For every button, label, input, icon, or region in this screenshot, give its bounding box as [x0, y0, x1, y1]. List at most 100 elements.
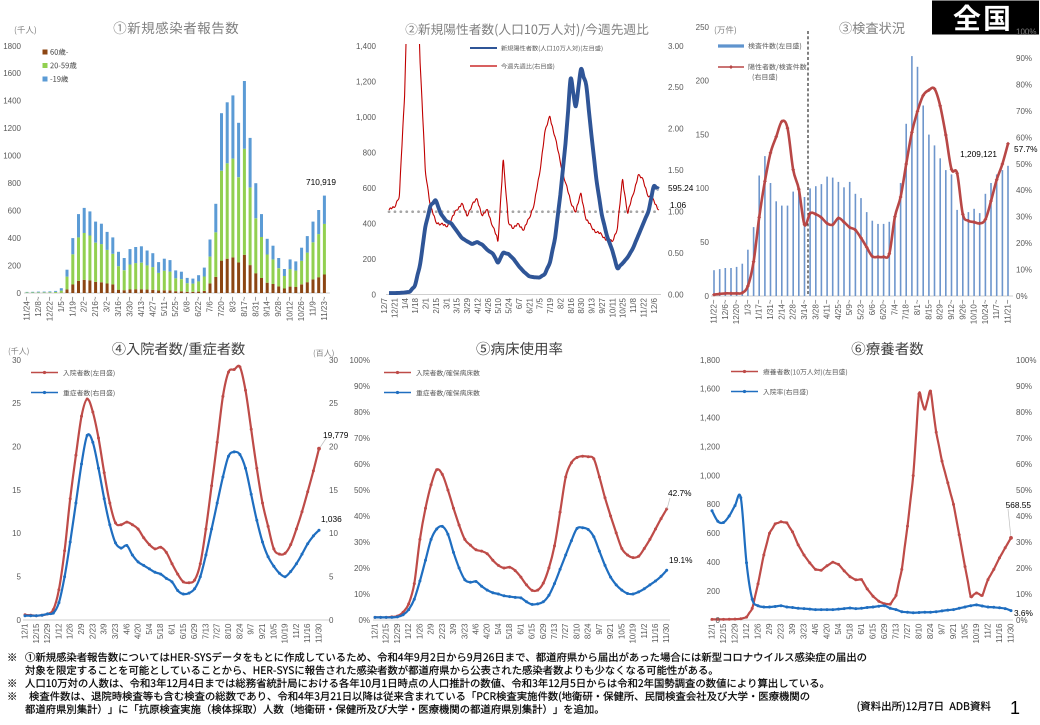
svg-text:7/13: 7/13: [550, 623, 559, 639]
svg-text:3/23: 3/23: [460, 623, 469, 639]
svg-text:100%: 100%: [1016, 28, 1036, 37]
svg-text:11/2: 11/2: [640, 623, 649, 639]
svg-text:600: 600: [8, 207, 22, 216]
svg-text:1/5~: 1/5~: [57, 296, 66, 312]
svg-text:6/15: 6/15: [179, 623, 188, 639]
svg-text:1/18: 1/18: [411, 297, 420, 313]
svg-text:1.06: 1.06: [670, 200, 687, 210]
svg-text:12/7: 12/7: [380, 297, 389, 313]
svg-text:800: 800: [707, 500, 721, 509]
svg-text:12/8~: 12/8~: [34, 296, 43, 317]
svg-text:30%: 30%: [354, 538, 370, 547]
svg-text:50%: 50%: [1016, 486, 1032, 495]
svg-text:11/30: 11/30: [662, 623, 671, 643]
svg-text:7/19: 7/19: [546, 297, 555, 313]
svg-text:5/4: 5/4: [145, 623, 154, 635]
svg-text:0%: 0%: [358, 616, 370, 625]
svg-text:10/25: 10/25: [619, 297, 628, 318]
svg-text:5/23~: 5/23~: [857, 299, 866, 320]
svg-text:10%: 10%: [354, 590, 370, 599]
svg-text:3/15: 3/15: [453, 297, 462, 313]
svg-text:0: 0: [372, 290, 377, 299]
svg-text:1,200: 1,200: [356, 77, 377, 86]
svg-text:12/15: 12/15: [382, 623, 391, 644]
svg-text:3/2~: 3/2~: [103, 296, 112, 312]
svg-text:6/1: 6/1: [516, 623, 525, 635]
svg-text:40%: 40%: [1016, 186, 1032, 195]
svg-text:90%: 90%: [354, 382, 370, 391]
svg-text:30: 30: [329, 356, 338, 365]
svg-text:9/7: 9/7: [247, 623, 256, 635]
svg-text:5/9~: 5/9~: [845, 299, 854, 315]
svg-text:11/22~: 11/22~: [710, 299, 719, 323]
svg-text:0: 0: [17, 289, 22, 298]
svg-text:10/11: 10/11: [608, 297, 617, 317]
svg-text:8/15~: 8/15~: [924, 299, 933, 320]
svg-text:4/13~: 4/13~: [137, 296, 146, 317]
svg-text:1,800: 1,800: [700, 356, 721, 365]
svg-text:5/4: 5/4: [834, 623, 843, 635]
svg-text:10: 10: [329, 529, 338, 538]
svg-text:10%: 10%: [1016, 265, 1032, 274]
svg-text:7/13: 7/13: [201, 623, 210, 639]
svg-text:80%: 80%: [354, 408, 370, 417]
svg-text:2.00: 2.00: [668, 125, 684, 134]
svg-text:3/9: 3/9: [788, 623, 797, 635]
svg-text:11/16: 11/16: [995, 623, 1004, 643]
svg-text:3/16~: 3/16~: [114, 296, 123, 317]
svg-text:1600: 1600: [3, 69, 21, 78]
svg-text:80%: 80%: [1016, 81, 1032, 90]
svg-text:600: 600: [363, 184, 377, 193]
svg-text:11/24~: 11/24~: [23, 296, 32, 320]
svg-text:7/6~: 7/6~: [206, 296, 215, 312]
svg-text:30%: 30%: [1016, 213, 1032, 222]
svg-text:2/23: 2/23: [438, 623, 447, 639]
svg-text:8/17~: 8/17~: [240, 296, 249, 317]
svg-text:10/5: 10/5: [617, 623, 626, 639]
svg-text:12/20~: 12/20~: [732, 299, 741, 324]
svg-text:90%: 90%: [1016, 54, 1032, 63]
svg-text:12/1: 12/1: [21, 623, 30, 639]
svg-text:12/1: 12/1: [708, 623, 717, 639]
svg-text:2/1: 2/1: [422, 297, 431, 309]
svg-text:6/15: 6/15: [869, 623, 878, 639]
svg-text:8/10: 8/10: [915, 623, 924, 639]
svg-text:1,400: 1,400: [356, 42, 377, 51]
svg-text:42.7%: 42.7%: [668, 488, 692, 498]
svg-text:7/27: 7/27: [561, 623, 570, 639]
svg-text:9/12~: 9/12~: [947, 299, 956, 320]
svg-text:8/10: 8/10: [573, 623, 582, 639]
svg-text:595.24: 595.24: [668, 183, 694, 193]
svg-text:8/16: 8/16: [567, 297, 576, 313]
svg-text:30: 30: [12, 356, 21, 365]
svg-text:2/15: 2/15: [432, 297, 441, 313]
svg-text:9/7: 9/7: [595, 623, 604, 635]
svg-text:5/24: 5/24: [505, 297, 514, 313]
svg-text:90%: 90%: [1016, 382, 1032, 391]
svg-text:8/2: 8/2: [557, 297, 566, 309]
svg-text:11/16: 11/16: [651, 623, 660, 643]
svg-text:12/15: 12/15: [719, 623, 728, 644]
svg-text:9/21: 9/21: [606, 623, 615, 639]
svg-text:6/7: 6/7: [515, 297, 524, 309]
svg-text:3/28~: 3/28~: [811, 299, 820, 320]
svg-text:150: 150: [696, 130, 710, 139]
svg-text:2/23: 2/23: [777, 623, 786, 639]
svg-text:1,600: 1,600: [700, 385, 721, 394]
svg-text:20: 20: [329, 443, 338, 452]
svg-text:400: 400: [707, 558, 721, 567]
svg-text:0.50: 0.50: [668, 249, 684, 258]
svg-text:7/27: 7/27: [213, 623, 222, 639]
svg-text:2/2~: 2/2~: [80, 296, 89, 312]
svg-text:5: 5: [17, 573, 22, 582]
svg-text:4/6: 4/6: [811, 623, 820, 635]
svg-text:50: 50: [700, 238, 709, 247]
svg-text:1/17~: 1/17~: [755, 299, 764, 320]
svg-text:9/13: 9/13: [588, 297, 597, 313]
svg-text:0: 0: [329, 616, 334, 625]
svg-text:0%: 0%: [1016, 292, 1028, 301]
svg-text:11/16: 11/16: [303, 623, 312, 643]
svg-text:1000: 1000: [3, 152, 21, 161]
svg-text:4/6: 4/6: [472, 623, 481, 635]
svg-text:4/20: 4/20: [483, 623, 492, 639]
